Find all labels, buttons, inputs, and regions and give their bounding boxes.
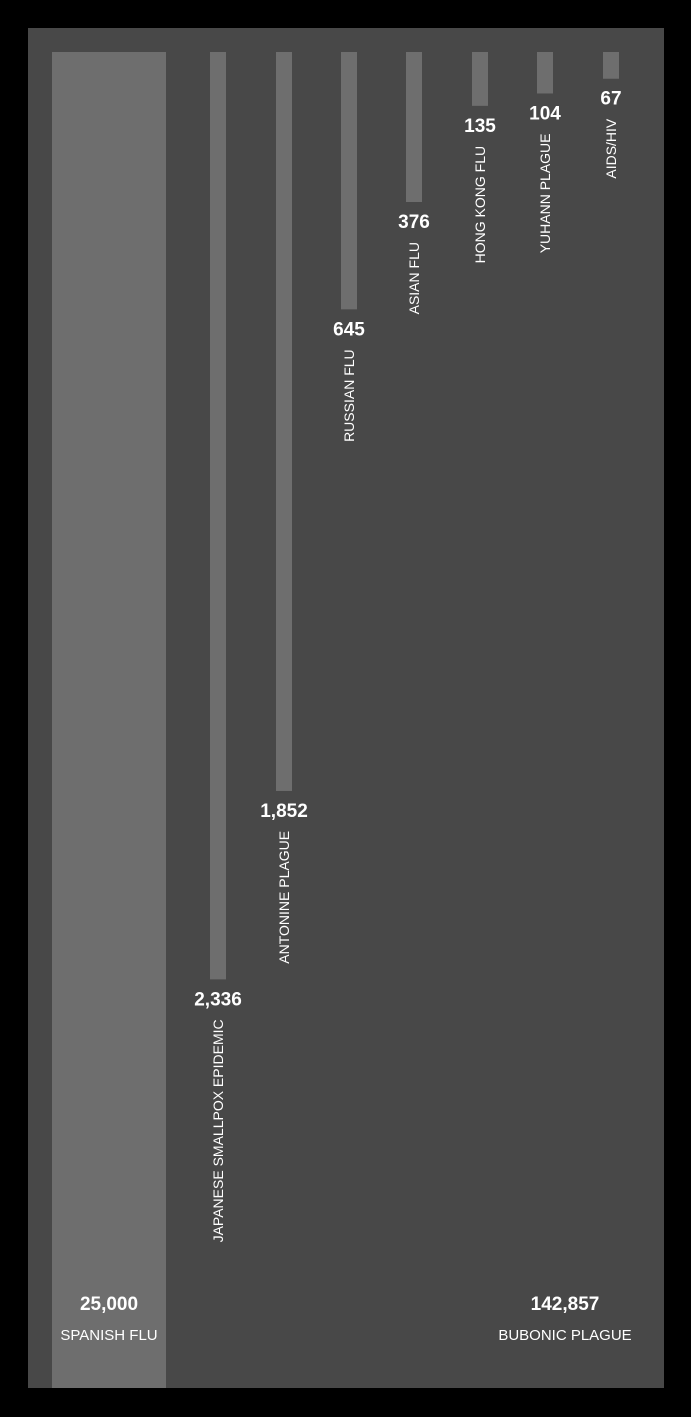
category-label-russian-flu: RUSSIAN FLU [341,349,357,442]
bar-hong-kong-flu [472,52,488,106]
category-label-japanese-smallpox-epidemic: JAPANESE SMALLPOX EPIDEMIC [210,1019,226,1242]
bar-aids-hiv [603,52,619,79]
value-label-asian-flu: 376 [398,212,430,233]
value-label-hong-kong-flu: 135 [464,116,496,137]
value-label-russian-flu: 645 [333,319,365,340]
category-label-spanish-flu: SPANISH FLU [60,1327,157,1344]
value-label-antonine-plague: 1,852 [260,801,308,822]
value-label-yuhann-plague: 104 [529,103,561,124]
category-label-hong-kong-flu: HONG KONG FLU [472,146,488,263]
bar-spanish-flu [52,52,166,1388]
bar-asian-flu [406,52,422,203]
category-label-bubonic-plague: BUBONIC PLAGUE [498,1327,631,1344]
category-label-antonine-plague: ANTONINE PLAGUE [276,831,292,964]
bar-antonine-plague [276,52,292,791]
value-label-bubonic-plague: 142,857 [531,1294,600,1315]
category-label-asian-flu: ASIAN FLU [406,242,422,314]
bar-chart: 25,000 SPANISH FLU 2,336 JAPANESE SMALLPOX … [52,52,632,1388]
category-label-yuhann-plague: YUHANN PLAGUE [537,133,553,253]
value-label-japanese-smallpox-epidemic: 2,336 [194,989,242,1010]
chart-panel: 25,000 SPANISH FLU 2,336 JAPANESE SMALLPOX … [28,28,664,1388]
bar-russian-flu [341,52,357,310]
value-label-aids-hiv: 67 [600,89,621,110]
value-label-spanish-flu: 25,000 [80,1294,138,1315]
bar-yuhann-plague [537,52,553,94]
category-label-aids-hiv: AIDS/HIV [603,118,619,179]
bar-japanese-smallpox-epidemic [210,52,226,980]
